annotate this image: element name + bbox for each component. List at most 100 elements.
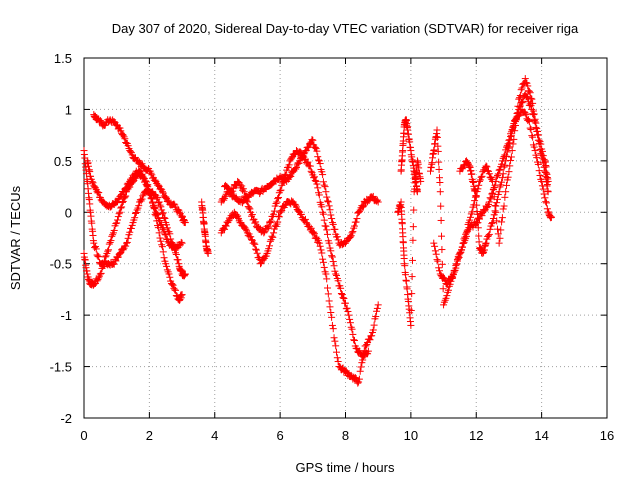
x-tick-label: 8 — [342, 428, 349, 443]
data-point — [345, 311, 353, 319]
data-point — [157, 237, 165, 245]
data-point — [437, 202, 445, 210]
data-point — [108, 232, 116, 240]
x-tick-label: 16 — [600, 428, 614, 443]
data-point — [141, 177, 149, 185]
data-point — [151, 176, 159, 184]
data-point — [246, 205, 254, 213]
y-tick-label: -1.5 — [50, 360, 72, 375]
data-point — [118, 199, 126, 207]
data-point — [495, 239, 503, 247]
data-point — [494, 230, 502, 238]
data-point — [327, 309, 335, 317]
data-point — [467, 213, 475, 221]
data-point — [534, 160, 542, 168]
data-point — [407, 321, 415, 329]
data-point — [273, 198, 281, 206]
data-point — [444, 280, 452, 288]
data-point — [243, 197, 251, 205]
data-point — [524, 94, 532, 102]
data-point — [529, 111, 537, 119]
data-point — [319, 255, 327, 263]
data-point — [374, 301, 382, 309]
data-point — [541, 194, 549, 202]
data-point — [503, 148, 511, 156]
data-point — [542, 198, 550, 206]
data-point — [166, 273, 174, 281]
data-point — [204, 249, 212, 257]
data-point — [435, 267, 443, 275]
data-point — [436, 178, 444, 186]
data-point — [325, 202, 333, 210]
data-point — [343, 369, 351, 377]
data-point — [309, 136, 317, 144]
data-point — [349, 330, 357, 338]
data-point — [438, 260, 446, 268]
data-point — [158, 224, 166, 232]
data-point — [354, 379, 362, 387]
data-point — [328, 219, 336, 227]
data-point — [172, 286, 180, 294]
data-point — [458, 165, 466, 173]
y-tick-label: 0.5 — [54, 154, 72, 169]
data-point — [324, 197, 332, 205]
data-point — [297, 210, 305, 218]
data-point — [113, 219, 121, 227]
data-point — [463, 227, 471, 235]
data-point — [505, 143, 513, 151]
data-point — [537, 140, 545, 148]
data-point — [495, 188, 503, 196]
data-point — [116, 208, 124, 216]
data-point — [507, 133, 515, 141]
data-point — [96, 270, 104, 278]
y-tick-label: -2 — [60, 411, 72, 426]
data-point — [220, 196, 228, 204]
data-point — [343, 304, 351, 312]
data-point — [543, 199, 551, 207]
data-point — [307, 224, 315, 232]
data-point — [158, 243, 166, 251]
data-point — [439, 285, 447, 293]
data-point — [292, 164, 300, 172]
data-point — [306, 162, 314, 170]
data-point — [281, 201, 289, 209]
data-point — [164, 196, 172, 204]
data-point — [165, 270, 173, 278]
data-point — [518, 84, 526, 92]
data-point — [364, 347, 372, 355]
data-point — [138, 195, 146, 203]
data-point — [460, 235, 468, 243]
data-point — [93, 188, 101, 196]
data-point — [488, 220, 496, 228]
data-point — [122, 239, 130, 247]
data-point — [492, 202, 500, 210]
data-point — [432, 250, 440, 258]
data-point — [534, 131, 542, 139]
data-point — [318, 249, 326, 257]
data-point — [486, 194, 494, 202]
data-point — [241, 224, 249, 232]
data-point — [274, 193, 282, 201]
data-point — [454, 254, 462, 262]
data-point — [163, 266, 171, 274]
data-point — [148, 171, 156, 179]
data-point — [539, 185, 547, 193]
data-point — [524, 116, 532, 124]
data-point — [96, 116, 104, 124]
data-point — [489, 186, 497, 194]
data-point — [92, 245, 100, 253]
data-point — [107, 237, 115, 245]
data-point — [309, 229, 317, 237]
data-point — [324, 290, 332, 298]
data-point — [168, 280, 176, 288]
data-point — [370, 321, 378, 329]
data-point — [313, 180, 321, 188]
data-point — [485, 230, 493, 238]
grid — [84, 58, 607, 418]
data-point — [443, 292, 451, 300]
data-point — [307, 167, 315, 175]
data-point — [413, 188, 421, 196]
data-point — [126, 228, 134, 236]
data-point — [117, 192, 125, 200]
data-point — [366, 336, 374, 344]
